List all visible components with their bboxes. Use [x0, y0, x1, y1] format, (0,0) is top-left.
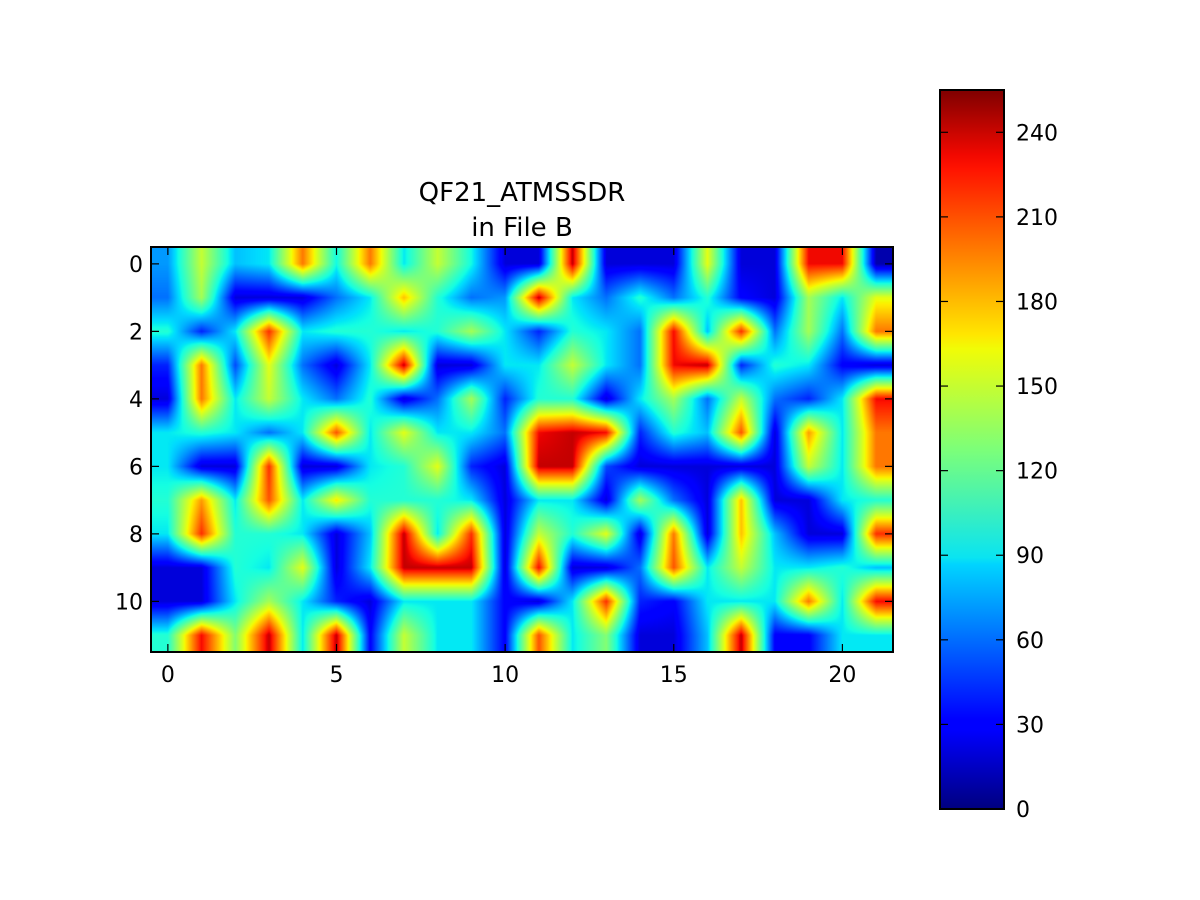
colorbar-tick-label: 0: [1016, 798, 1030, 823]
x-axis: 0 5 10 15 20: [161, 247, 856, 688]
heatmap-image: [151, 247, 893, 652]
colorbar-ticks: 0 30 60 90 120 150 180 210 240: [940, 121, 1058, 823]
colorbar-tick-label: 30: [1016, 713, 1044, 738]
colorbar-tick-label: 120: [1016, 460, 1058, 485]
y-tick-label: 10: [115, 590, 143, 615]
x-tick-label: 20: [828, 663, 856, 688]
colorbar-gradient: [940, 90, 1004, 809]
x-tick-label: 10: [491, 663, 519, 688]
y-tick-label: 0: [129, 253, 143, 278]
y-tick-label: 6: [129, 455, 143, 480]
colorbar-frame: [939, 89, 1005, 810]
y-tick-label: 4: [129, 388, 143, 413]
chart-title-line-1: QF21_ATMSSDR: [419, 178, 626, 208]
x-tick-label: 0: [161, 663, 175, 688]
colorbar-tick-label: 150: [1016, 375, 1058, 400]
colorbar-tick-label: 240: [1016, 121, 1058, 146]
x-tick-label: 5: [330, 663, 344, 688]
x-tick-label: 15: [660, 663, 688, 688]
y-tick-label: 8: [129, 523, 143, 548]
plot-frame: [150, 246, 894, 653]
heatmap-plot-area: [151, 247, 893, 652]
y-axis: 0 2 4 6 8 10: [115, 253, 893, 615]
y-tick-label: 2: [129, 320, 143, 345]
colorbar-tick-label: 210: [1016, 206, 1058, 231]
colorbar-tick-label: 180: [1016, 290, 1058, 315]
chart-title-line-2: in File B: [471, 213, 573, 243]
colorbar-tick-label: 90: [1016, 544, 1044, 569]
colorbar-tick-label: 60: [1016, 629, 1044, 654]
